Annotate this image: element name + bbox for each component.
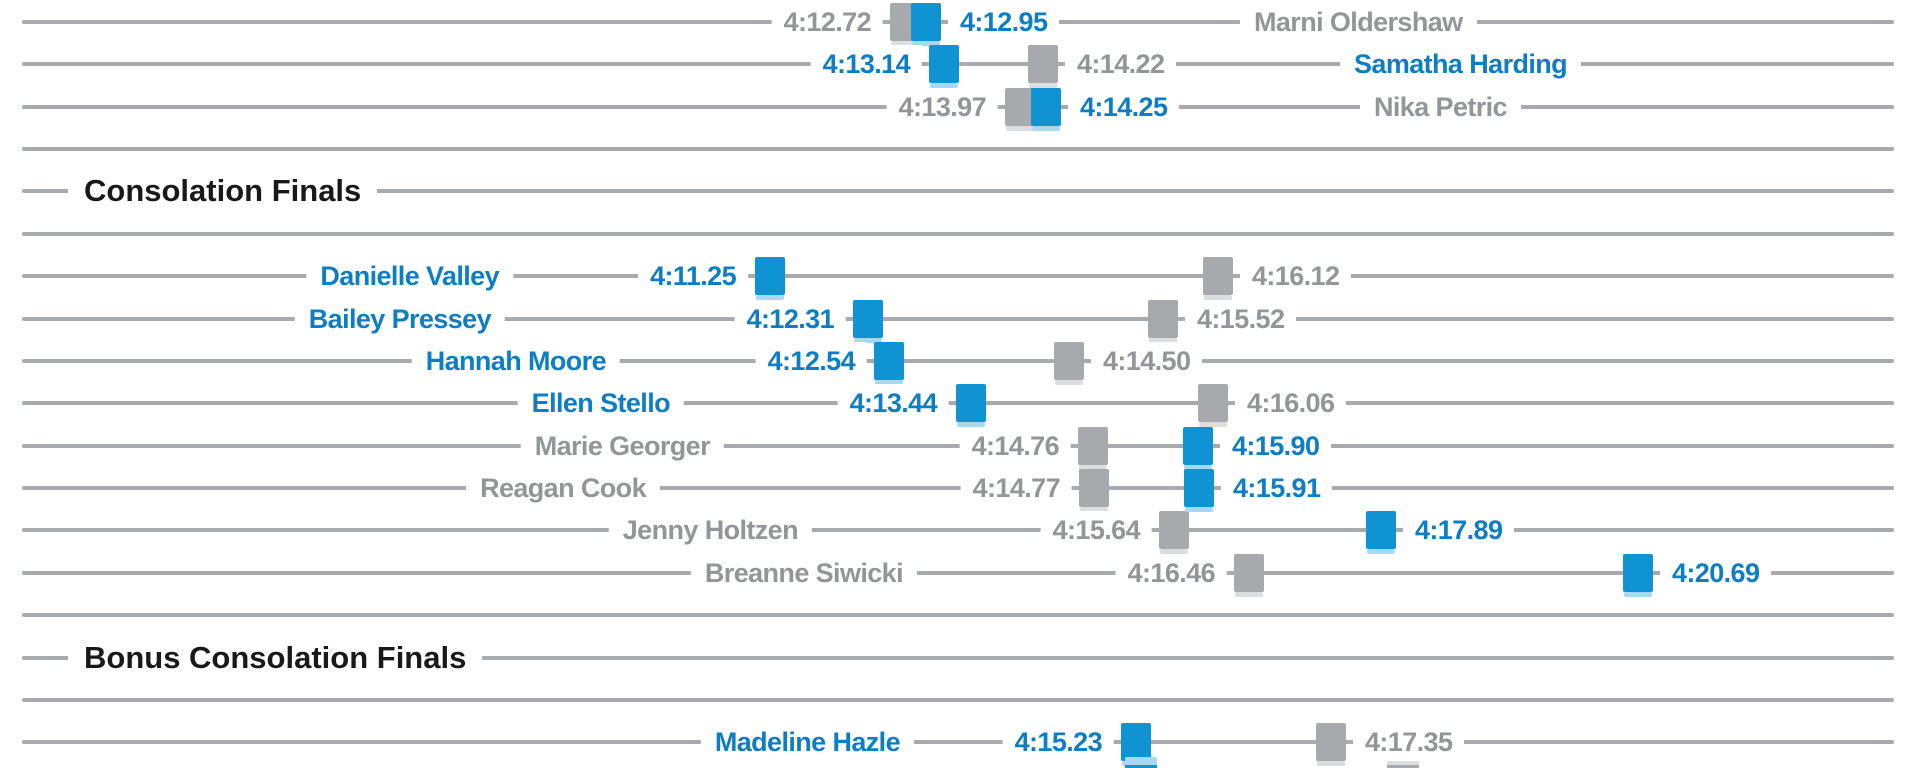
blue-square-marker (755, 257, 785, 300)
row-line (22, 232, 1894, 236)
blue-square-marker (1031, 88, 1061, 131)
blue-square-marker-cutoff (1125, 757, 1157, 768)
gray-square-marker (1028, 45, 1058, 88)
athlete-name: Marni Oldershaw (1240, 3, 1477, 41)
time-label: 4:11.25 (638, 257, 748, 295)
time-label: 4:13.97 (886, 88, 998, 126)
blue-square-marker (1183, 427, 1213, 470)
header-row-line (22, 656, 1894, 660)
section-header: Bonus Consolation Finals (68, 637, 483, 679)
gray-square-marker (1054, 342, 1084, 385)
time-label: 4:16.46 (1115, 554, 1227, 592)
blue-square-marker (956, 384, 986, 427)
row-line (22, 444, 1894, 448)
time-label: 4:13.44 (837, 384, 949, 422)
header-row-line (22, 189, 1894, 193)
gray-square-marker (1316, 723, 1346, 766)
section-header: Consolation Finals (68, 170, 378, 212)
athlete-name: Jenny Holtzen (608, 511, 812, 549)
time-label: 4:15.52 (1185, 300, 1297, 338)
blue-square-marker (911, 3, 941, 46)
time-label: 4:14.76 (959, 427, 1071, 465)
athlete-name: Samatha Harding (1340, 45, 1582, 83)
time-label: 4:14.22 (1065, 45, 1177, 83)
time-label: 4:15.90 (1220, 427, 1332, 465)
time-label: 4:12.95 (948, 3, 1060, 41)
athlete-name: Bailey Pressey (294, 300, 505, 338)
gray-square-marker (1234, 554, 1264, 597)
time-label: 4:14.25 (1068, 88, 1180, 126)
time-label: 4:17.35 (1353, 723, 1465, 761)
row-line (22, 317, 1894, 321)
time-label: 4:12.31 (734, 300, 846, 338)
time-label: 4:13.14 (810, 45, 922, 83)
athlete-name: Madeline Hazle (700, 723, 914, 761)
blue-square-marker (1366, 511, 1396, 554)
blue-square-marker (853, 300, 883, 343)
time-label: 4:14.50 (1091, 342, 1203, 380)
row-line (22, 571, 1894, 575)
athlete-name: Nika Petric (1360, 88, 1521, 126)
athlete-name: Reagan Cook (466, 469, 660, 507)
time-label: 4:12.54 (755, 342, 867, 380)
gray-square-marker (1079, 469, 1109, 512)
row-line (22, 613, 1894, 617)
time-label: 4:15.23 (1002, 723, 1114, 761)
row-line (22, 698, 1894, 702)
athlete-name: Danielle Valley (306, 257, 513, 295)
row-line (22, 528, 1894, 532)
row-line (22, 359, 1894, 363)
gray-square-marker (1203, 257, 1233, 300)
time-label: 4:16.06 (1235, 384, 1347, 422)
row-line (22, 486, 1894, 490)
time-label: 4:12.72 (771, 3, 883, 41)
gray-square-marker (1078, 427, 1108, 470)
athlete-name: Hannah Moore (411, 342, 620, 380)
blue-square-marker (1623, 554, 1653, 597)
blue-square-marker (1121, 723, 1151, 766)
row-line (22, 147, 1894, 151)
row-line (22, 740, 1894, 744)
gray-square-marker (1159, 511, 1189, 554)
row-line (22, 274, 1894, 278)
time-label: 4:14.77 (960, 469, 1072, 507)
time-label: 4:16.12 (1240, 257, 1352, 295)
time-label: 4:15.64 (1040, 511, 1152, 549)
gray-square-marker-cutoff (1387, 757, 1419, 768)
time-label: 4:17.89 (1403, 511, 1515, 549)
gray-square-marker (1005, 88, 1035, 131)
blue-square-marker (1184, 469, 1214, 512)
athlete-name: Ellen Stello (517, 384, 684, 422)
gray-square-marker (1148, 300, 1178, 343)
athlete-name: Marie Georger (520, 427, 724, 465)
blue-square-marker (874, 342, 904, 385)
gray-square-marker (1198, 384, 1228, 427)
athlete-name: Breanne Siwicki (690, 554, 917, 592)
time-label: 4:15.91 (1221, 469, 1333, 507)
time-label: 4:20.69 (1660, 554, 1772, 592)
blue-square-marker (929, 45, 959, 88)
